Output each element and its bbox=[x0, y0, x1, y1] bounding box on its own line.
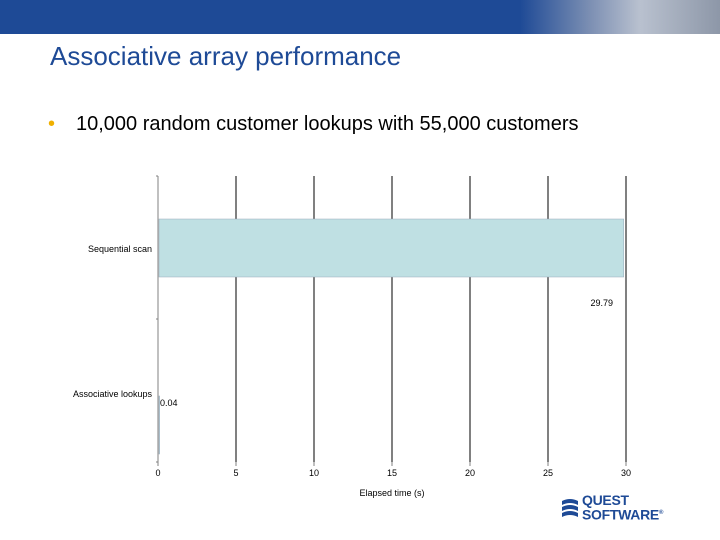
x-tick-label: 15 bbox=[387, 468, 397, 478]
logo-registered-mark: ® bbox=[658, 510, 664, 516]
x-tick-label: 5 bbox=[233, 468, 238, 478]
category-label: Sequential scan bbox=[88, 244, 152, 254]
bullet-text: 10,000 random customer lookups with 55,0… bbox=[76, 113, 579, 135]
data-label: 29.79 bbox=[590, 298, 613, 308]
chart-labels: 0 5 10 15 20 25 30 Sequential scan 29.79 Associat… bbox=[73, 244, 631, 498]
chart-bars bbox=[158, 218, 624, 455]
data-label: 0.04 bbox=[160, 398, 178, 408]
x-tick-label: 20 bbox=[465, 468, 475, 478]
x-tick-label: 30 bbox=[621, 468, 631, 478]
logo-line-2: SOFTWARE® bbox=[582, 507, 663, 522]
bullet-marker: • bbox=[48, 113, 56, 135]
header-band bbox=[0, 0, 720, 34]
x-axis-title: Elapsed time (s) bbox=[359, 488, 424, 498]
bar bbox=[158, 395, 160, 455]
x-tick-label: 10 bbox=[309, 468, 319, 478]
x-tick-label: 0 bbox=[155, 468, 160, 478]
x-tick-label: 25 bbox=[543, 468, 553, 478]
logo-line-2-text: SOFTWARE bbox=[582, 506, 659, 523]
bar bbox=[158, 218, 624, 278]
chart-axes bbox=[156, 175, 627, 466]
slide-title: Associative array performance bbox=[50, 41, 402, 71]
header-image bbox=[520, 0, 720, 34]
logo-wordmark: QUEST SOFTWARE® bbox=[582, 492, 663, 522]
quest-logo-icon bbox=[562, 499, 578, 517]
logo-line-1: QUEST bbox=[582, 492, 629, 508]
bullet-point: • 10,000 random customer lookups with 55… bbox=[48, 110, 608, 139]
category-label: Associative lookups bbox=[73, 389, 153, 399]
quest-software-logo: QUEST SOFTWARE® bbox=[560, 492, 680, 524]
